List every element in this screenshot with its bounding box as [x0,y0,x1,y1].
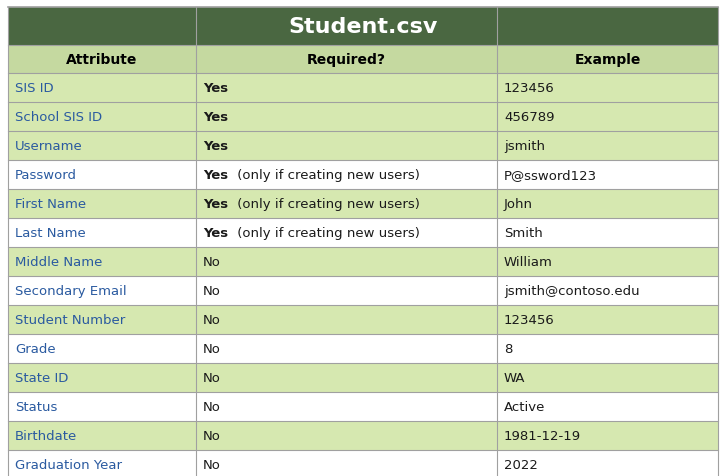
Text: jsmith: jsmith [504,140,545,153]
Bar [8,450,196,476]
Text: Graduation Year: Graduation Year [15,458,122,471]
Bar [497,363,718,392]
Bar [497,334,718,363]
Bar [497,132,718,161]
Text: Birthdate: Birthdate [15,429,77,442]
Text: P@ssword123: P@ssword123 [504,169,597,182]
Bar [196,450,497,476]
Text: No: No [203,313,221,327]
Bar [497,421,718,450]
Bar [497,189,718,218]
Text: Status: Status [15,400,57,413]
Text: No: No [203,429,221,442]
Bar [196,103,497,132]
Text: Last Name: Last Name [15,227,86,239]
Text: Yes: Yes [203,111,228,124]
Bar [8,161,196,189]
Bar [196,161,497,189]
Text: Smith: Smith [504,227,543,239]
Text: No: No [203,458,221,471]
Bar [497,450,718,476]
Text: Attribute: Attribute [66,53,138,67]
Bar [8,46,196,74]
Text: 123456: 123456 [504,82,555,95]
Bar [497,218,718,248]
Text: 1981-12-19: 1981-12-19 [504,429,581,442]
Text: Student.csv: Student.csv [288,17,438,37]
Text: SIS ID: SIS ID [15,82,54,95]
Text: Student Number: Student Number [15,313,126,327]
Text: First Name: First Name [15,198,86,210]
Bar [497,248,718,277]
Text: State ID: State ID [15,371,68,384]
Text: John: John [504,198,533,210]
Text: Middle Name: Middle Name [15,256,102,268]
Bar [497,103,718,132]
Bar [196,189,497,218]
Bar [8,363,196,392]
Text: School SIS ID: School SIS ID [15,111,102,124]
Text: No: No [203,256,221,268]
Text: No: No [203,400,221,413]
Bar [8,334,196,363]
Bar [8,277,196,306]
Text: 456789: 456789 [504,111,555,124]
Bar [196,74,497,103]
Bar [8,392,196,421]
Text: Secondary Email: Secondary Email [15,284,126,298]
Bar [8,189,196,218]
Bar [196,363,497,392]
Text: (only if creating new users): (only if creating new users) [233,227,420,239]
Bar [8,8,718,46]
Bar [196,248,497,277]
Bar [8,74,196,103]
Bar [196,306,497,334]
Text: (only if creating new users): (only if creating new users) [233,169,420,182]
Text: William: William [504,256,553,268]
Text: Grade: Grade [15,342,56,355]
Bar [497,392,718,421]
Text: 8: 8 [504,342,513,355]
Text: Example: Example [574,53,640,67]
Text: WA: WA [504,371,526,384]
Text: Required?: Required? [307,53,386,67]
Text: 123456: 123456 [504,313,555,327]
Text: Yes: Yes [203,227,233,239]
Text: Yes: Yes [203,140,228,153]
Bar [8,248,196,277]
Text: Active: Active [504,400,545,413]
Text: (only if creating new users): (only if creating new users) [233,198,420,210]
Text: Yes: Yes [203,82,228,95]
Text: 2022: 2022 [504,458,538,471]
Bar [8,218,196,248]
Bar [497,161,718,189]
Text: No: No [203,284,221,298]
Bar [196,218,497,248]
Text: Yes: Yes [203,169,233,182]
Text: jsmith@contoso.edu: jsmith@contoso.edu [504,284,640,298]
Bar [497,46,718,74]
Bar [497,306,718,334]
Bar [196,132,497,161]
Bar [196,392,497,421]
Bar [196,334,497,363]
Text: Username: Username [15,140,83,153]
Bar [196,421,497,450]
Bar [8,421,196,450]
Bar [8,103,196,132]
Bar [497,74,718,103]
Text: No: No [203,342,221,355]
Bar [497,277,718,306]
Text: Password: Password [15,169,77,182]
Bar [196,46,497,74]
Text: Yes: Yes [203,198,233,210]
Bar [8,306,196,334]
Text: No: No [203,371,221,384]
Bar [196,277,497,306]
Bar [8,132,196,161]
